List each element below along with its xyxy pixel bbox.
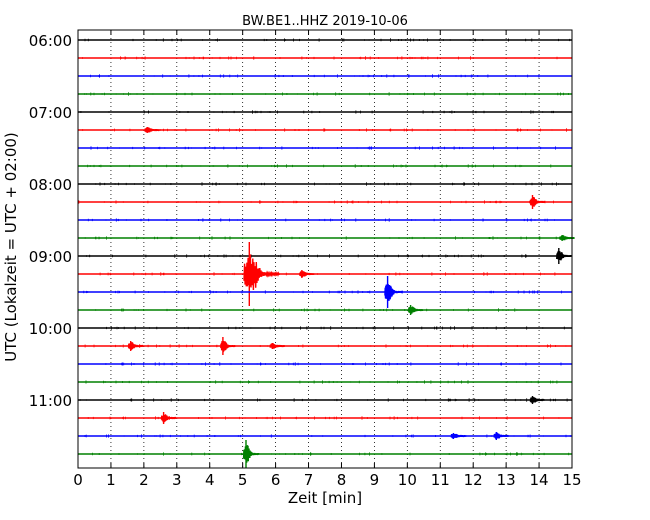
x-axis-label: Zeit [min] <box>288 489 362 507</box>
trace-11:15 <box>78 412 572 424</box>
trace-07:45 <box>77 164 572 168</box>
trace-noise <box>85 380 558 384</box>
y-tick-label: 06:00 <box>29 32 72 50</box>
trace-noise <box>105 362 562 366</box>
x-tick-label: 10 <box>398 471 417 489</box>
trace-11:45 <box>78 440 572 468</box>
y-tick-label: 10:00 <box>29 320 72 338</box>
trace-09:15 <box>78 242 572 306</box>
trace-06:30 <box>78 74 572 78</box>
seismic-event <box>144 127 160 133</box>
trace-noise <box>83 290 562 294</box>
x-tick-label: 9 <box>370 471 380 489</box>
x-axis-ticks: 0 1 2 3 4 5 6 7 8 9 10 11 12 13 14 15 <box>73 30 582 489</box>
trace-07:15 <box>78 127 572 133</box>
y-tick-label: 07:00 <box>29 104 72 122</box>
x-tick-label: 5 <box>238 471 248 489</box>
trace-08:00 <box>78 182 572 186</box>
trace-09:45 <box>78 305 572 315</box>
seismic-event <box>243 242 280 306</box>
trace-06:15 <box>78 56 572 60</box>
y-tick-label: 11:00 <box>29 392 72 410</box>
trace-10:45 <box>78 380 572 384</box>
seismic-event <box>242 440 260 468</box>
trace-noise <box>87 218 555 222</box>
y-axis-label: UTC (Lokalzeit = UTC + 02:00) <box>2 132 20 362</box>
trace-noise <box>84 92 569 96</box>
trace-08:30 <box>78 218 572 222</box>
grid-lines <box>110 30 540 468</box>
seismic-event <box>384 276 404 308</box>
trace-noise <box>90 74 561 78</box>
seismic-event <box>493 432 509 440</box>
seismic-event <box>529 195 546 209</box>
x-tick-label: 7 <box>304 471 314 489</box>
plot-frame <box>77 29 573 469</box>
trace-noise <box>77 326 565 330</box>
trace-09:00 <box>78 248 572 264</box>
x-tick-label: 2 <box>139 471 149 489</box>
trace-noise <box>78 200 554 204</box>
seismic-event <box>450 433 466 439</box>
x-tick-label: 6 <box>271 471 281 489</box>
seismic-event <box>407 305 424 315</box>
trace-10:30 <box>78 362 572 366</box>
seismic-event <box>127 341 144 351</box>
trace-06:45 <box>78 92 572 96</box>
trace-10:15 <box>78 337 572 355</box>
seismic-event <box>160 412 177 424</box>
seismic-event <box>299 270 315 278</box>
trace-noise <box>84 38 571 42</box>
seismogram-traces <box>77 38 575 468</box>
trace-08:45 <box>78 235 575 241</box>
trace-11:30 <box>78 432 572 440</box>
trace-noise <box>86 254 527 258</box>
y-axis-ticks: 06:00 07:00 08:00 09:00 10:00 11:00 <box>29 32 83 410</box>
trace-07:30 <box>78 146 572 150</box>
seismic-event <box>556 248 572 264</box>
x-tick-label: 0 <box>73 471 83 489</box>
x-tick-label: 11 <box>431 471 450 489</box>
trace-noise <box>82 128 567 132</box>
trace-noise <box>82 56 558 60</box>
chart-title: BW.BE1..HHZ 2019-10-06 <box>242 14 408 29</box>
trace-10:00 <box>77 326 572 330</box>
trace-noise <box>92 452 570 456</box>
trace-07:00 <box>78 110 572 114</box>
seismic-event <box>529 396 546 404</box>
trace-11:00 <box>78 396 572 404</box>
x-tick-label: 3 <box>172 471 182 489</box>
seismic-event <box>220 337 236 355</box>
y-tick-label: 09:00 <box>29 248 72 266</box>
trace-08:15 <box>78 195 572 209</box>
x-tick-label: 14 <box>530 471 549 489</box>
trace-noise <box>95 182 559 186</box>
trace-06:00 <box>78 38 572 42</box>
x-tick-label: 1 <box>106 471 116 489</box>
trace-noise <box>83 146 556 150</box>
y-tick-label: 08:00 <box>29 176 72 194</box>
x-tick-label: 12 <box>464 471 483 489</box>
x-tick-label: 4 <box>205 471 215 489</box>
x-tick-label: 13 <box>497 471 516 489</box>
x-tick-label: 15 <box>562 471 581 489</box>
x-tick-label: 8 <box>337 471 347 489</box>
seismic-event <box>269 343 285 349</box>
trace-09:30 <box>78 276 572 308</box>
